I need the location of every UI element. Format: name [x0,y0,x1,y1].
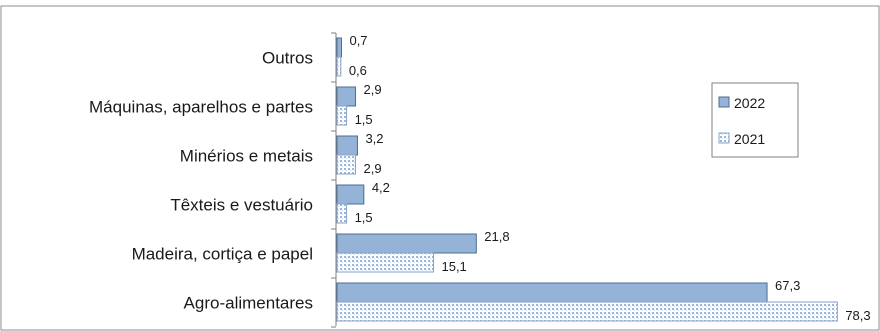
bar-2022-outros [336,37,342,58]
bar-2021-outros [336,56,342,77]
category-label-minerios: Minérios e metais [180,147,313,166]
value-label-2022-texteis: 4,2 [372,180,390,195]
legend-swatch-2021 [718,132,730,144]
value-label-2021-outros: 0,6 [349,63,367,78]
value-label-2022-maquinas: 2,9 [364,82,382,97]
bar-2022-agro [336,282,768,303]
category-label-texteis: Têxteis e vestuário [170,196,313,215]
category-label-madeira: Madeira, cortiça e papel [132,245,313,264]
legend-box [711,82,799,158]
legend-label-2022: 2022 [734,95,765,111]
bar-2022-maquinas [336,86,357,107]
value-label-2021-madeira: 15,1 [441,259,466,274]
chart-marks: Outros 0,7 0,6 Máquinas, aparelhos e partes… [89,32,871,328]
bar-2021-minerios [336,154,357,175]
bar-2022-minerios [336,135,358,156]
bar-2021-madeira [336,252,434,273]
value-label-2022-outros: 0,7 [349,33,367,48]
legend-swatch-2022 [718,96,730,108]
legend-label-2021: 2021 [734,131,765,147]
category-label-agro: Agro-alimentares [184,294,313,313]
chart-border [0,5,880,331]
value-label-2021-minerios: 2,9 [364,161,382,176]
bar-2021-agro [336,301,838,322]
category-label-maquinas: Máquinas, aparelhos e partes [89,98,313,117]
value-label-2022-minerios: 3,2 [365,131,383,146]
bar-2022-madeira [336,233,477,254]
category-label-outros: Outros [262,49,313,68]
value-label-2022-agro: 67,3 [775,278,800,293]
value-label-2021-maquinas: 1,5 [355,112,373,127]
bar-2021-texteis [336,203,348,224]
legend: 2022 2021 [711,82,799,158]
bar-2022-texteis [336,184,365,205]
value-label-2022-madeira: 21,8 [484,229,509,244]
bar-2021-maquinas [336,105,348,126]
value-label-2021-texteis: 1,5 [355,210,373,225]
value-label-2021-agro: 78,3 [845,308,870,323]
